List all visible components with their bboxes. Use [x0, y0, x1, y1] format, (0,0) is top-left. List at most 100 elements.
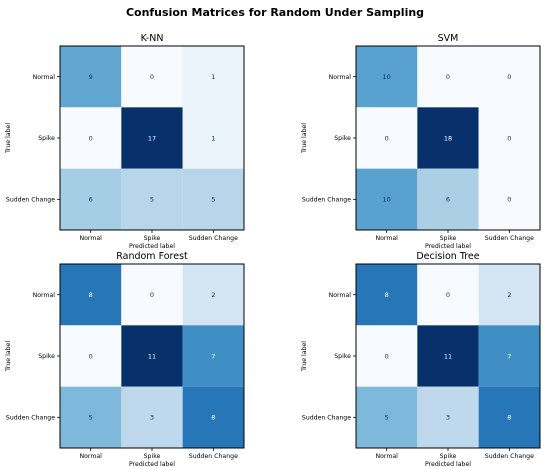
y-tick-label: Sudden Change — [6, 415, 55, 422]
heatmap-cell — [356, 46, 418, 108]
heatmap-cell — [60, 325, 122, 387]
cell-value-label: 0 — [89, 134, 93, 142]
y-tick-label: Spike — [334, 353, 351, 360]
panel-title: Decision Tree — [416, 251, 479, 262]
heatmap-cell — [60, 168, 122, 230]
x-tick-label: Spike — [440, 235, 457, 242]
y-axis-label: True label — [301, 123, 308, 154]
heatmap-cell — [417, 386, 479, 448]
cell-value-label: 10 — [383, 73, 391, 81]
confusion-matrix-panel: K-NN 9 0 1 0 17 1 6 5 5 Normal Spike Sudden Change No… — [5, 33, 245, 250]
confusion-matrix-panel: Random Forest 8 0 2 0 11 7 5 3 8 Normal Spike Sudden… — [5, 251, 245, 468]
heatmap-cell — [478, 325, 540, 387]
heatmap-cell — [356, 386, 418, 448]
heatmap-cell — [121, 325, 183, 387]
cell-value-label: 8 — [89, 291, 93, 299]
panel-title: K-NN — [141, 33, 164, 44]
heatmap-cell — [60, 107, 122, 169]
y-tick-label: Spike — [38, 135, 55, 142]
cell-value-label: 0 — [507, 134, 511, 142]
cell-value-label: 9 — [89, 73, 93, 81]
x-tick-label: Sudden Change — [189, 453, 238, 460]
heatmap-cell — [182, 46, 244, 108]
y-tick-label: Normal — [329, 74, 352, 81]
cell-value-label: 5 — [89, 414, 93, 422]
cell-value-label: 0 — [507, 73, 511, 81]
heatmap-cell — [121, 168, 183, 230]
x-axis-label: Predicted label — [129, 461, 175, 468]
heatmap-cell — [182, 264, 244, 326]
heatmap-cell — [478, 107, 540, 169]
y-tick-label: Spike — [334, 135, 351, 142]
cell-value-label: 17 — [148, 134, 156, 142]
y-tick-label: Sudden Change — [6, 197, 55, 204]
x-tick-label: Spike — [440, 453, 457, 460]
cell-value-label: 0 — [385, 134, 389, 142]
y-axis-label: True label — [5, 123, 12, 154]
y-tick-label: Normal — [33, 74, 56, 81]
panel-title: SVM — [438, 33, 459, 44]
cell-value-label: 6 — [89, 196, 93, 204]
cell-value-label: 8 — [385, 291, 389, 299]
heatmap-cell — [478, 386, 540, 448]
figure-title: Confusion Matrices for Random Under Samp… — [126, 6, 424, 19]
y-tick-label: Normal — [33, 292, 56, 299]
x-tick-label: Normal — [375, 235, 398, 242]
cell-value-label: 0 — [446, 291, 450, 299]
panel-title: Random Forest — [116, 251, 188, 262]
y-tick-label: Sudden Change — [302, 415, 351, 422]
heatmap-cell — [417, 264, 479, 326]
heatmap-cell — [60, 264, 122, 326]
cell-value-label: 2 — [507, 291, 511, 299]
heatmap-cell — [121, 386, 183, 448]
cell-value-label: 18 — [444, 134, 452, 142]
heatmap-cell — [417, 46, 479, 108]
heatmap-cell — [182, 168, 244, 230]
heatmap-cell — [478, 168, 540, 230]
x-axis-label: Predicted label — [425, 461, 471, 468]
heatmap-cell — [182, 325, 244, 387]
cell-value-label: 3 — [150, 414, 154, 422]
heatmap-cell — [478, 46, 540, 108]
cell-value-label: 7 — [211, 352, 215, 360]
heatmap-cell — [356, 107, 418, 169]
heatmap-cell — [356, 168, 418, 230]
heatmap-cell — [182, 107, 244, 169]
cell-value-label: 0 — [507, 196, 511, 204]
x-tick-label: Sudden Change — [485, 235, 534, 242]
cell-value-label: 1 — [211, 134, 215, 142]
x-tick-label: Sudden Change — [485, 453, 534, 460]
cell-value-label: 5 — [150, 196, 154, 204]
cell-value-label: 0 — [150, 73, 154, 81]
cell-value-label: 1 — [211, 73, 215, 81]
y-tick-label: Sudden Change — [302, 197, 351, 204]
heatmap-cell — [121, 107, 183, 169]
heatmap-cell — [182, 386, 244, 448]
cell-value-label: 0 — [385, 352, 389, 360]
x-tick-label: Spike — [144, 453, 161, 460]
heatmap-cell — [60, 386, 122, 448]
cell-value-label: 0 — [150, 291, 154, 299]
heatmap-cell — [356, 264, 418, 326]
cell-value-label: 10 — [383, 196, 391, 204]
confusion-matrix-panel: SVM 10 0 0 0 18 0 10 6 0 Normal Spike Sudden Change N… — [301, 33, 541, 250]
cell-value-label: 11 — [444, 352, 452, 360]
cell-value-label: 0 — [89, 352, 93, 360]
y-tick-label: Normal — [329, 292, 352, 299]
x-axis-label: Predicted label — [129, 243, 175, 250]
heatmap-cell — [417, 168, 479, 230]
heatmap-cell — [356, 325, 418, 387]
cell-value-label: 8 — [211, 414, 215, 422]
cell-value-label: 3 — [446, 414, 450, 422]
heatmap-cell — [417, 325, 479, 387]
cell-value-label: 5 — [385, 414, 389, 422]
confusion-matrix-panel: Decision Tree 8 0 2 0 11 7 5 3 8 Normal Spike Sudden… — [301, 251, 541, 468]
heatmap-cell — [60, 46, 122, 108]
heatmap-cell — [478, 264, 540, 326]
cell-value-label: 8 — [507, 414, 511, 422]
cell-value-label: 0 — [446, 73, 450, 81]
x-tick-label: Sudden Change — [189, 235, 238, 242]
x-tick-label: Normal — [375, 453, 398, 460]
